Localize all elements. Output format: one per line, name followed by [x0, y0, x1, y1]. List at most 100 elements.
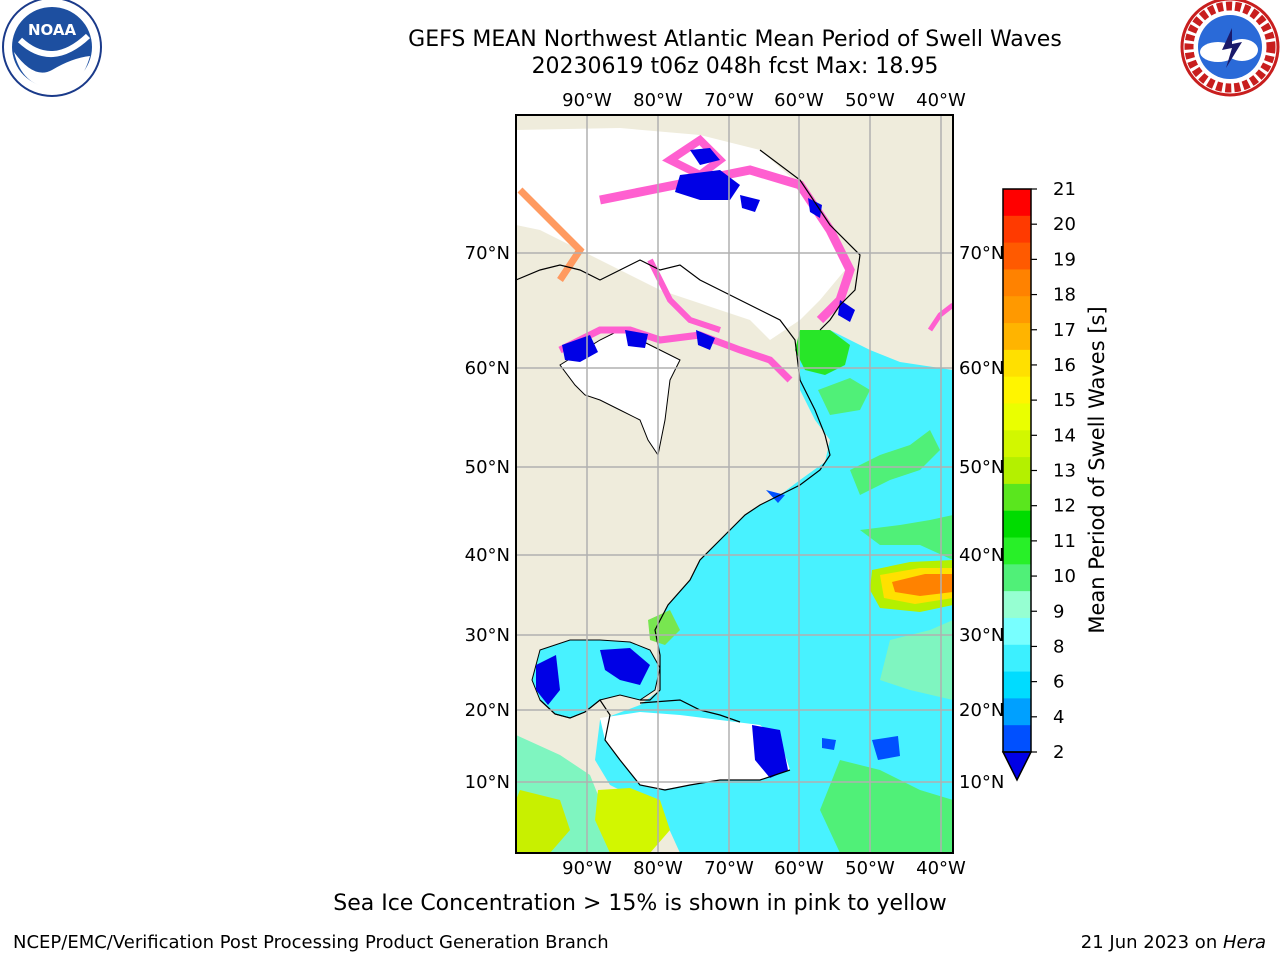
colorbar-tick-label: 18 — [1053, 285, 1076, 306]
colorbar-band — [1003, 698, 1031, 726]
colorbar-band — [1003, 403, 1031, 431]
colorbar-tick-label: 4 — [1053, 707, 1064, 728]
footer-credit: NCEP/EMC/Verification Post Processing Pr… — [13, 932, 609, 953]
low-period-arctic-3 — [740, 195, 760, 212]
colorbar-tick-label: 16 — [1053, 355, 1076, 376]
chart-subtitle: 20230619 t06z 048h fcst Max: 18.95 — [531, 54, 939, 79]
colorbar-band — [1003, 189, 1031, 217]
colorbar-band — [1003, 725, 1031, 753]
colorbar-tick-label: 8 — [1053, 636, 1064, 657]
colorbar-tick-label: 17 — [1053, 320, 1076, 341]
colorbar-tick-label: 13 — [1053, 461, 1076, 482]
lon-label: 60°W — [774, 90, 824, 111]
colorbar-band — [1003, 644, 1031, 673]
colorbar-title: Mean Period of Swell Waves [s] — [1085, 306, 1109, 634]
lon-label: 60°W — [774, 858, 824, 879]
nws-logo — [1180, 0, 1280, 97]
colorbar-tick-label: 20 — [1053, 214, 1076, 235]
low-period-labrador — [838, 300, 855, 322]
low-period-arctic-2 — [690, 148, 720, 165]
ice-note: Sea Ice Concentration > 15% is shown in … — [333, 891, 947, 916]
colorbar-tick-label: 19 — [1053, 249, 1076, 270]
colorbar-tick-label: 2 — [1053, 742, 1064, 763]
colorbar-band — [1003, 564, 1031, 592]
ice-edge-band-5 — [647, 258, 721, 333]
ice-edge-band-3 — [517, 187, 585, 282]
low-period-stlawrence — [766, 490, 785, 503]
lon-label: 80°W — [633, 90, 683, 111]
colorbar-band — [1003, 617, 1031, 646]
low-period-gulf-2 — [600, 648, 650, 685]
lon-label: 40°W — [916, 90, 966, 111]
lon-label: 40°W — [916, 858, 966, 879]
low-period-gulf — [536, 655, 560, 705]
footer-date-text: 21 Jun 2023 on — [1080, 932, 1223, 953]
lon-label: 50°W — [845, 90, 895, 111]
colorbar-band — [1003, 349, 1031, 378]
low-period-tropics-2 — [822, 738, 836, 750]
ice-edge-band-4 — [558, 326, 793, 383]
low-period-tropics-1 — [872, 736, 900, 760]
lon-labels-top: 90°W 80°W 70°W 60°W 50°W 40°W — [562, 90, 966, 111]
lon-label: 70°W — [704, 858, 754, 879]
colorbar-band — [1003, 591, 1031, 619]
green-swell-south — [820, 760, 953, 853]
colorbar-band — [1003, 671, 1031, 699]
carib-south-patch — [595, 788, 670, 853]
lat-label: 30°N — [465, 625, 510, 646]
low-period-arctic-1 — [675, 170, 740, 200]
low-period-arctic-4 — [808, 198, 822, 218]
high-period-patch-inner — [892, 574, 953, 596]
colorbar-band — [1003, 457, 1031, 485]
low-period-hudson-2 — [625, 330, 648, 348]
colorbar-band — [1003, 242, 1031, 271]
lon-label: 50°W — [845, 858, 895, 879]
chart-title: GEFS MEAN Northwest Atlantic Mean Period… — [408, 27, 1062, 52]
colorbar-band — [1003, 269, 1031, 297]
lat-label: 60°N — [465, 358, 510, 379]
lat-labels-left: 70°N 60°N 50°N 40°N 30°N 20°N 10°N — [465, 243, 510, 793]
lat-labels-right: 70°N 60°N 50°N 40°N 30°N 20°N 10°N — [959, 243, 1004, 793]
noaa-logo: NOAA — [2, 0, 102, 97]
lat-label: 60°N — [959, 358, 1004, 379]
colorbar-tick-label: 12 — [1053, 496, 1076, 517]
colorbar-tick-label: 11 — [1053, 531, 1076, 552]
coastline-greenland — [759, 149, 861, 331]
map-frame — [515, 114, 954, 854]
colorbar-tick-label: 6 — [1053, 672, 1064, 693]
lat-label: 20°N — [465, 700, 510, 721]
colorbar-band — [1003, 215, 1031, 244]
footer-date: 21 Jun 2023 on Hera — [1081, 932, 1266, 953]
noaa-logo-text: NOAA — [28, 21, 77, 39]
green-swell-greenland — [795, 330, 850, 375]
arctic-channels — [516, 128, 845, 340]
colorbar-tick-label: 15 — [1053, 390, 1076, 411]
graticule — [516, 115, 953, 853]
ice-edge-band-6 — [927, 303, 953, 332]
lat-label: 40°N — [959, 545, 1004, 566]
colorbar-band — [1003, 510, 1031, 539]
colorbar-band — [1003, 483, 1031, 512]
colorbar-band — [1003, 537, 1031, 565]
lat-label: 20°N — [959, 700, 1004, 721]
lon-label: 80°W — [633, 858, 683, 879]
colorbar-tick-label: 21 — [1053, 179, 1076, 200]
coastline-central-america — [539, 699, 791, 791]
green-swell-mid — [880, 620, 953, 700]
green-swell-midatlantic — [850, 430, 940, 495]
lat-label: 70°N — [959, 243, 1004, 264]
colorbar-band — [1003, 323, 1031, 351]
colorbar-under-arrow — [1001, 751, 1033, 782]
colorbar-tick-label: 14 — [1053, 425, 1076, 446]
pacific-warm-patch — [516, 790, 570, 853]
lat-label: 10°N — [959, 772, 1004, 793]
colorbar-band — [1003, 376, 1031, 405]
low-period-caribbean — [752, 725, 788, 778]
low-period-hudson-1 — [562, 335, 598, 362]
colorbar-band — [1003, 430, 1031, 458]
caribbean-sea — [600, 712, 790, 790]
colorbar-tick-label: 9 — [1053, 601, 1064, 622]
green-swell-east — [860, 515, 953, 560]
ice-edge-band — [599, 165, 855, 324]
